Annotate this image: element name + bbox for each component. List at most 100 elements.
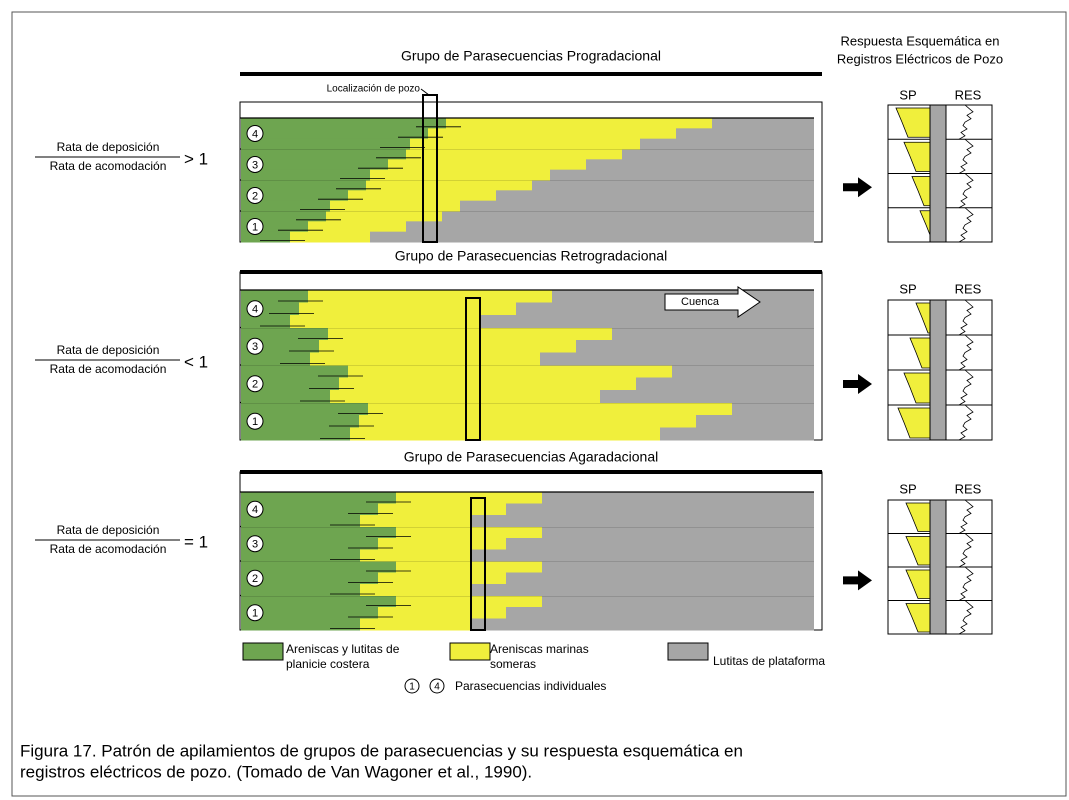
- log-label: SP: [899, 87, 916, 102]
- panel-title: Grupo de Parasecuencias Retrogradacional: [395, 248, 667, 264]
- shelf-shale: [640, 139, 814, 150]
- parasequence-number: 2: [252, 190, 258, 202]
- panel-title: Grupo de Parasecuencias Progradacional: [401, 48, 661, 64]
- shallow-marine: [299, 303, 516, 316]
- shelf-shale: [470, 550, 814, 562]
- ratio-numerator: Rata de deposición: [57, 523, 160, 537]
- shelf-shale: [506, 504, 814, 516]
- parasequence-number: 4: [252, 128, 258, 140]
- shelf-shale: [622, 149, 814, 160]
- log-header: Respuesta Esquemática en: [841, 33, 1000, 48]
- shelf-shale: [636, 378, 814, 391]
- shelf-shale: [506, 607, 814, 619]
- log-header: Registros Eléctricos de Pozo: [837, 51, 1003, 66]
- parasequence-number: 3: [252, 341, 258, 353]
- shallow-marine: [326, 211, 442, 222]
- log-label: RES: [955, 481, 982, 496]
- shallow-marine: [348, 365, 672, 378]
- shelf-shale: [550, 170, 814, 181]
- shelf-shale: [480, 315, 814, 328]
- ratio-denominator: Rata de acomodación: [50, 362, 167, 376]
- shallow-marine: [319, 340, 576, 353]
- parasequence-number: 1: [252, 416, 258, 428]
- ratio-denominator: Rata de acomodación: [50, 542, 167, 556]
- log-label: SP: [899, 481, 916, 496]
- shallow-marine: [410, 139, 640, 150]
- shallow-marine: [360, 619, 470, 631]
- shelf-shale: [712, 118, 814, 129]
- shelf-shale: [532, 180, 814, 191]
- shallow-marine: [446, 118, 712, 129]
- shelf-shale: [470, 584, 814, 596]
- shelf-shale: [470, 515, 814, 527]
- shallow-marine: [378, 573, 506, 585]
- legend-text: Areniscas y lutitas de: [286, 642, 400, 656]
- legend-swatch: [243, 643, 283, 660]
- parasequence-number: 4: [252, 304, 258, 316]
- shallow-marine: [339, 378, 636, 391]
- shelf-shale: [586, 159, 814, 170]
- shallow-marine: [350, 428, 660, 441]
- parasequence-number: 2: [252, 379, 258, 391]
- shelf-shale: [600, 390, 814, 403]
- shelf-shale: [660, 428, 814, 441]
- note-text: Parasecuencias individuales: [455, 679, 606, 693]
- coastal-plain: [241, 118, 446, 129]
- note-symbol: 1: [409, 682, 415, 693]
- shelf-shale: [676, 128, 814, 139]
- log-label: SP: [899, 281, 916, 296]
- note-symbol: 4: [434, 682, 440, 693]
- shallow-marine: [388, 159, 586, 170]
- log-gap: [930, 105, 946, 242]
- shallow-marine: [428, 128, 676, 139]
- shallow-marine: [360, 550, 470, 562]
- parasequence-number: 3: [252, 539, 258, 551]
- parasequence-number: 1: [252, 608, 258, 620]
- basin-label: Cuenca: [681, 296, 720, 308]
- log-label: RES: [955, 281, 982, 296]
- legend-text: someras: [490, 657, 536, 671]
- caption: Figura 17. Patrón de apilamientos de gru…: [20, 741, 743, 760]
- shelf-shale: [542, 527, 814, 539]
- parasequence-number: 1: [252, 221, 258, 233]
- shelf-shale: [442, 211, 814, 222]
- ratio-denominator: Rata de acomodación: [50, 159, 167, 173]
- shallow-marine: [396, 492, 542, 504]
- shallow-marine: [328, 328, 612, 341]
- shelf-shale: [470, 619, 814, 631]
- parasequence-number: 3: [252, 159, 258, 171]
- parasequence-number: 2: [252, 573, 258, 585]
- shelf-shale: [542, 596, 814, 608]
- shallow-marine: [396, 596, 542, 608]
- shelf-shale: [576, 340, 814, 353]
- legend-swatch: [668, 643, 708, 660]
- shelf-shale: [406, 221, 814, 232]
- page: Respuesta Esquemática en Registros Eléct…: [0, 0, 1069, 800]
- shallow-marine: [290, 315, 480, 328]
- shallow-marine: [396, 527, 542, 539]
- shallow-marine: [330, 201, 460, 212]
- shallow-marine: [366, 180, 532, 191]
- log-label: RES: [955, 87, 982, 102]
- shallow-marine: [360, 515, 470, 527]
- legend-swatch: [450, 643, 490, 660]
- shelf-shale: [506, 538, 814, 550]
- shallow-marine: [360, 584, 470, 596]
- legend-text: Areniscas marinas: [490, 642, 589, 656]
- legend-text: planicie costera: [286, 657, 370, 671]
- parasequence-number: 4: [252, 504, 258, 516]
- shelf-shale: [542, 492, 814, 504]
- caption: registros eléctricos de pozo. (Tomado de…: [20, 762, 532, 781]
- shelf-shale: [542, 561, 814, 573]
- shelf-shale: [460, 201, 814, 212]
- shelf-shale: [672, 365, 814, 378]
- shallow-marine: [370, 170, 550, 181]
- log-gap: [930, 500, 946, 634]
- shelf-shale: [496, 190, 814, 201]
- ratio-relation: < 1: [184, 352, 208, 371]
- shallow-marine: [359, 415, 696, 428]
- shallow-marine: [378, 504, 506, 516]
- shelf-shale: [540, 353, 814, 366]
- shallow-marine: [406, 149, 622, 160]
- shallow-marine: [308, 290, 552, 303]
